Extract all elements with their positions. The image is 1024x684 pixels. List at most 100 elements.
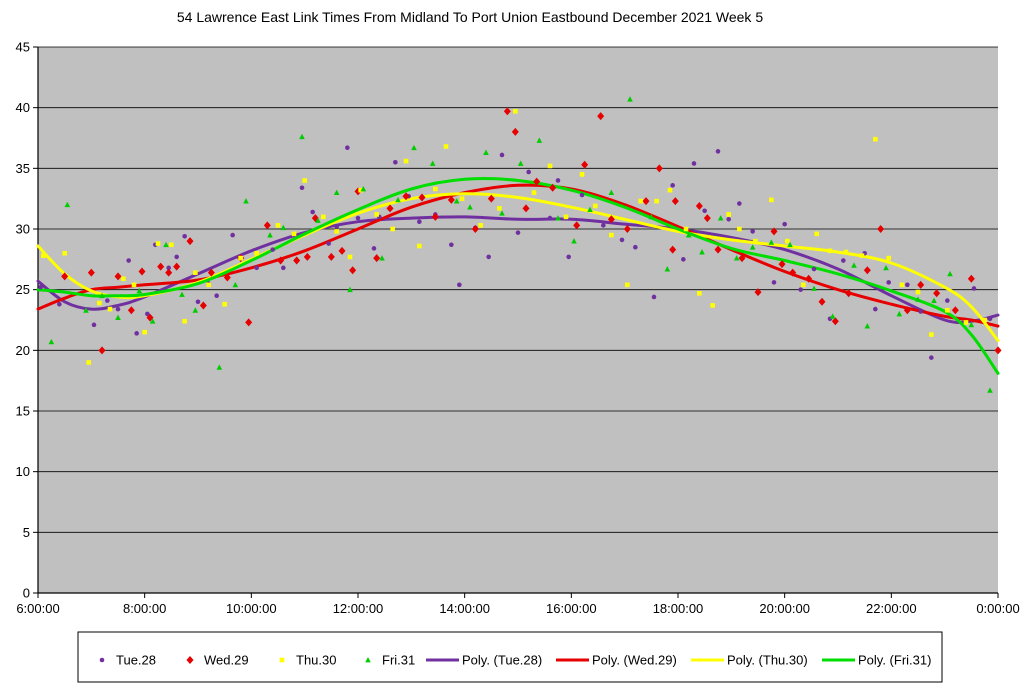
data-point: [684, 227, 689, 232]
data-point: [326, 241, 331, 246]
data-point: [601, 223, 606, 228]
data-point: [737, 227, 742, 232]
data-point: [334, 224, 339, 229]
data-point: [372, 246, 377, 251]
data-point: [812, 267, 817, 272]
data-point: [916, 290, 921, 295]
data-point: [652, 295, 657, 300]
data-point: [433, 187, 438, 192]
plot-area: [38, 47, 998, 593]
data-point: [310, 210, 315, 215]
data-point: [753, 239, 758, 244]
y-tick-label: 5: [23, 525, 30, 540]
data-point: [417, 219, 422, 224]
data-point: [182, 319, 187, 324]
data-point: [668, 188, 673, 193]
data-point: [873, 137, 878, 142]
data-point: [348, 255, 353, 260]
x-tick-label: 16:00:00: [546, 601, 597, 616]
data-point: [404, 159, 409, 164]
data-point: [886, 256, 891, 261]
data-point: [281, 266, 286, 271]
data-point: [620, 238, 625, 243]
data-point: [814, 232, 819, 237]
data-point: [321, 215, 326, 220]
y-tick-label: 45: [16, 40, 30, 55]
x-tick-label: 18:00:00: [653, 601, 704, 616]
data-point: [670, 183, 675, 188]
data-point: [86, 360, 91, 365]
data-point: [702, 209, 707, 214]
data-point: [564, 215, 569, 220]
data-point: [945, 308, 950, 313]
data-point: [108, 307, 113, 312]
data-point: [134, 331, 139, 336]
data-point: [238, 256, 243, 261]
data-point: [873, 307, 878, 312]
data-point: [374, 212, 379, 217]
y-tick-label: 40: [16, 100, 30, 115]
data-point: [513, 109, 518, 114]
data-point: [964, 320, 969, 325]
data-point: [193, 270, 198, 275]
data-point: [292, 232, 297, 237]
x-tick-label: 14:00:00: [439, 601, 490, 616]
x-tick-label: 8:00:00: [123, 601, 166, 616]
data-point: [556, 178, 561, 183]
data-point: [886, 280, 891, 285]
data-point: [609, 233, 614, 238]
legend-label: Poly. (Wed.29): [592, 653, 677, 668]
data-point: [593, 204, 598, 209]
data-point: [169, 242, 174, 247]
data-point: [41, 253, 46, 258]
data-point: [92, 323, 97, 328]
data-point: [566, 255, 571, 260]
x-tick-label: 0:00:00: [976, 601, 1019, 616]
data-point: [716, 149, 721, 154]
data-point: [988, 316, 993, 321]
data-point: [486, 255, 491, 260]
data-point: [526, 170, 531, 175]
data-point: [737, 201, 742, 206]
data-point: [580, 172, 585, 177]
data-point: [334, 229, 339, 234]
data-point: [726, 217, 731, 222]
data-point: [345, 145, 350, 150]
data-point: [156, 241, 161, 246]
data-point: [692, 161, 697, 166]
data-point: [62, 251, 67, 256]
data-point: [57, 302, 62, 307]
data-point: [500, 153, 505, 158]
data-point: [801, 283, 806, 288]
data-point: [918, 309, 923, 314]
data-point: [681, 257, 686, 262]
legend-label: Poly. (Tue.28): [462, 653, 542, 668]
data-point: [532, 190, 537, 195]
x-tick-label: 22:00:00: [866, 601, 917, 616]
data-point: [769, 198, 774, 203]
data-point: [772, 280, 777, 285]
data-point: [782, 222, 787, 227]
data-point: [654, 199, 659, 204]
data-point: [905, 283, 910, 288]
data-point: [516, 230, 521, 235]
y-tick-label: 30: [16, 222, 30, 237]
data-point: [798, 287, 803, 292]
data-point: [444, 144, 449, 149]
legend-label: Poly. (Thu.30): [727, 653, 808, 668]
data-point: [276, 223, 281, 228]
legend-marker-swatch: [280, 658, 285, 663]
data-point: [726, 212, 731, 217]
data-point: [126, 258, 131, 263]
data-point: [417, 244, 422, 249]
legend-label: Thu.30: [296, 653, 336, 668]
x-axis-tick-labels: 6:00:00 8:00:00 10:00:00 12:00:00 14:00:00 16…: [16, 601, 1019, 616]
legend-label: Tue.28: [116, 653, 156, 668]
data-point: [105, 298, 110, 303]
data-point: [750, 229, 755, 234]
data-point: [478, 223, 483, 228]
y-tick-label: 25: [16, 282, 30, 297]
data-point: [972, 286, 977, 291]
data-point: [97, 301, 102, 306]
